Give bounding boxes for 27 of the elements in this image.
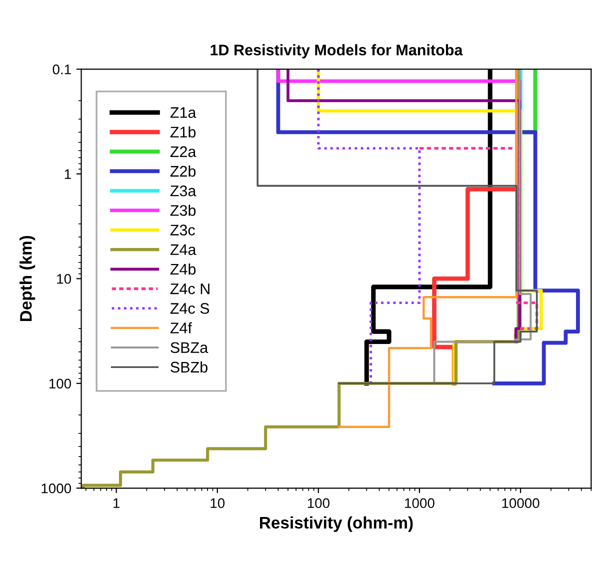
x-tick-label: 1000 <box>405 498 434 508</box>
legend-label: Z3c <box>170 224 195 236</box>
y-tick-label: 10 <box>57 274 72 284</box>
y-axis-title: Depth (km) <box>20 236 36 322</box>
chart-title: 1D Resistivity Models for Manitoba <box>210 44 463 58</box>
legend-label: Z1b <box>170 126 196 138</box>
x-axis-title: Resistivity (ohm-m) <box>260 516 413 532</box>
legend-label: Z2a <box>170 146 196 158</box>
legend-label: Z4f <box>170 322 192 334</box>
legend-label: SBZb <box>170 361 208 373</box>
x-tick-label: 10 <box>210 498 225 508</box>
y-tick-label: 100 <box>49 378 72 389</box>
legend-label: Z3b <box>170 204 196 216</box>
legend-label: Z3a <box>170 185 196 196</box>
legend-label: SBZa <box>170 342 208 354</box>
x-tick-label: 10000 <box>502 498 540 508</box>
legend-label: Z2b <box>170 165 196 177</box>
y-tick-label: 1 <box>64 169 71 179</box>
legend-label: Z4b <box>170 263 196 275</box>
legend-label: Z1a <box>170 107 196 118</box>
y-tick-label: 1000 <box>42 483 72 494</box>
legend-label: Z4c N <box>170 284 210 294</box>
x-tick-label: 100 <box>308 498 330 508</box>
legend-label: Z4c S <box>170 303 210 314</box>
y-tick-label: 0.1 <box>52 64 71 74</box>
x-tick-label: 1 <box>114 498 120 508</box>
legend-label: Z4a <box>170 244 196 256</box>
